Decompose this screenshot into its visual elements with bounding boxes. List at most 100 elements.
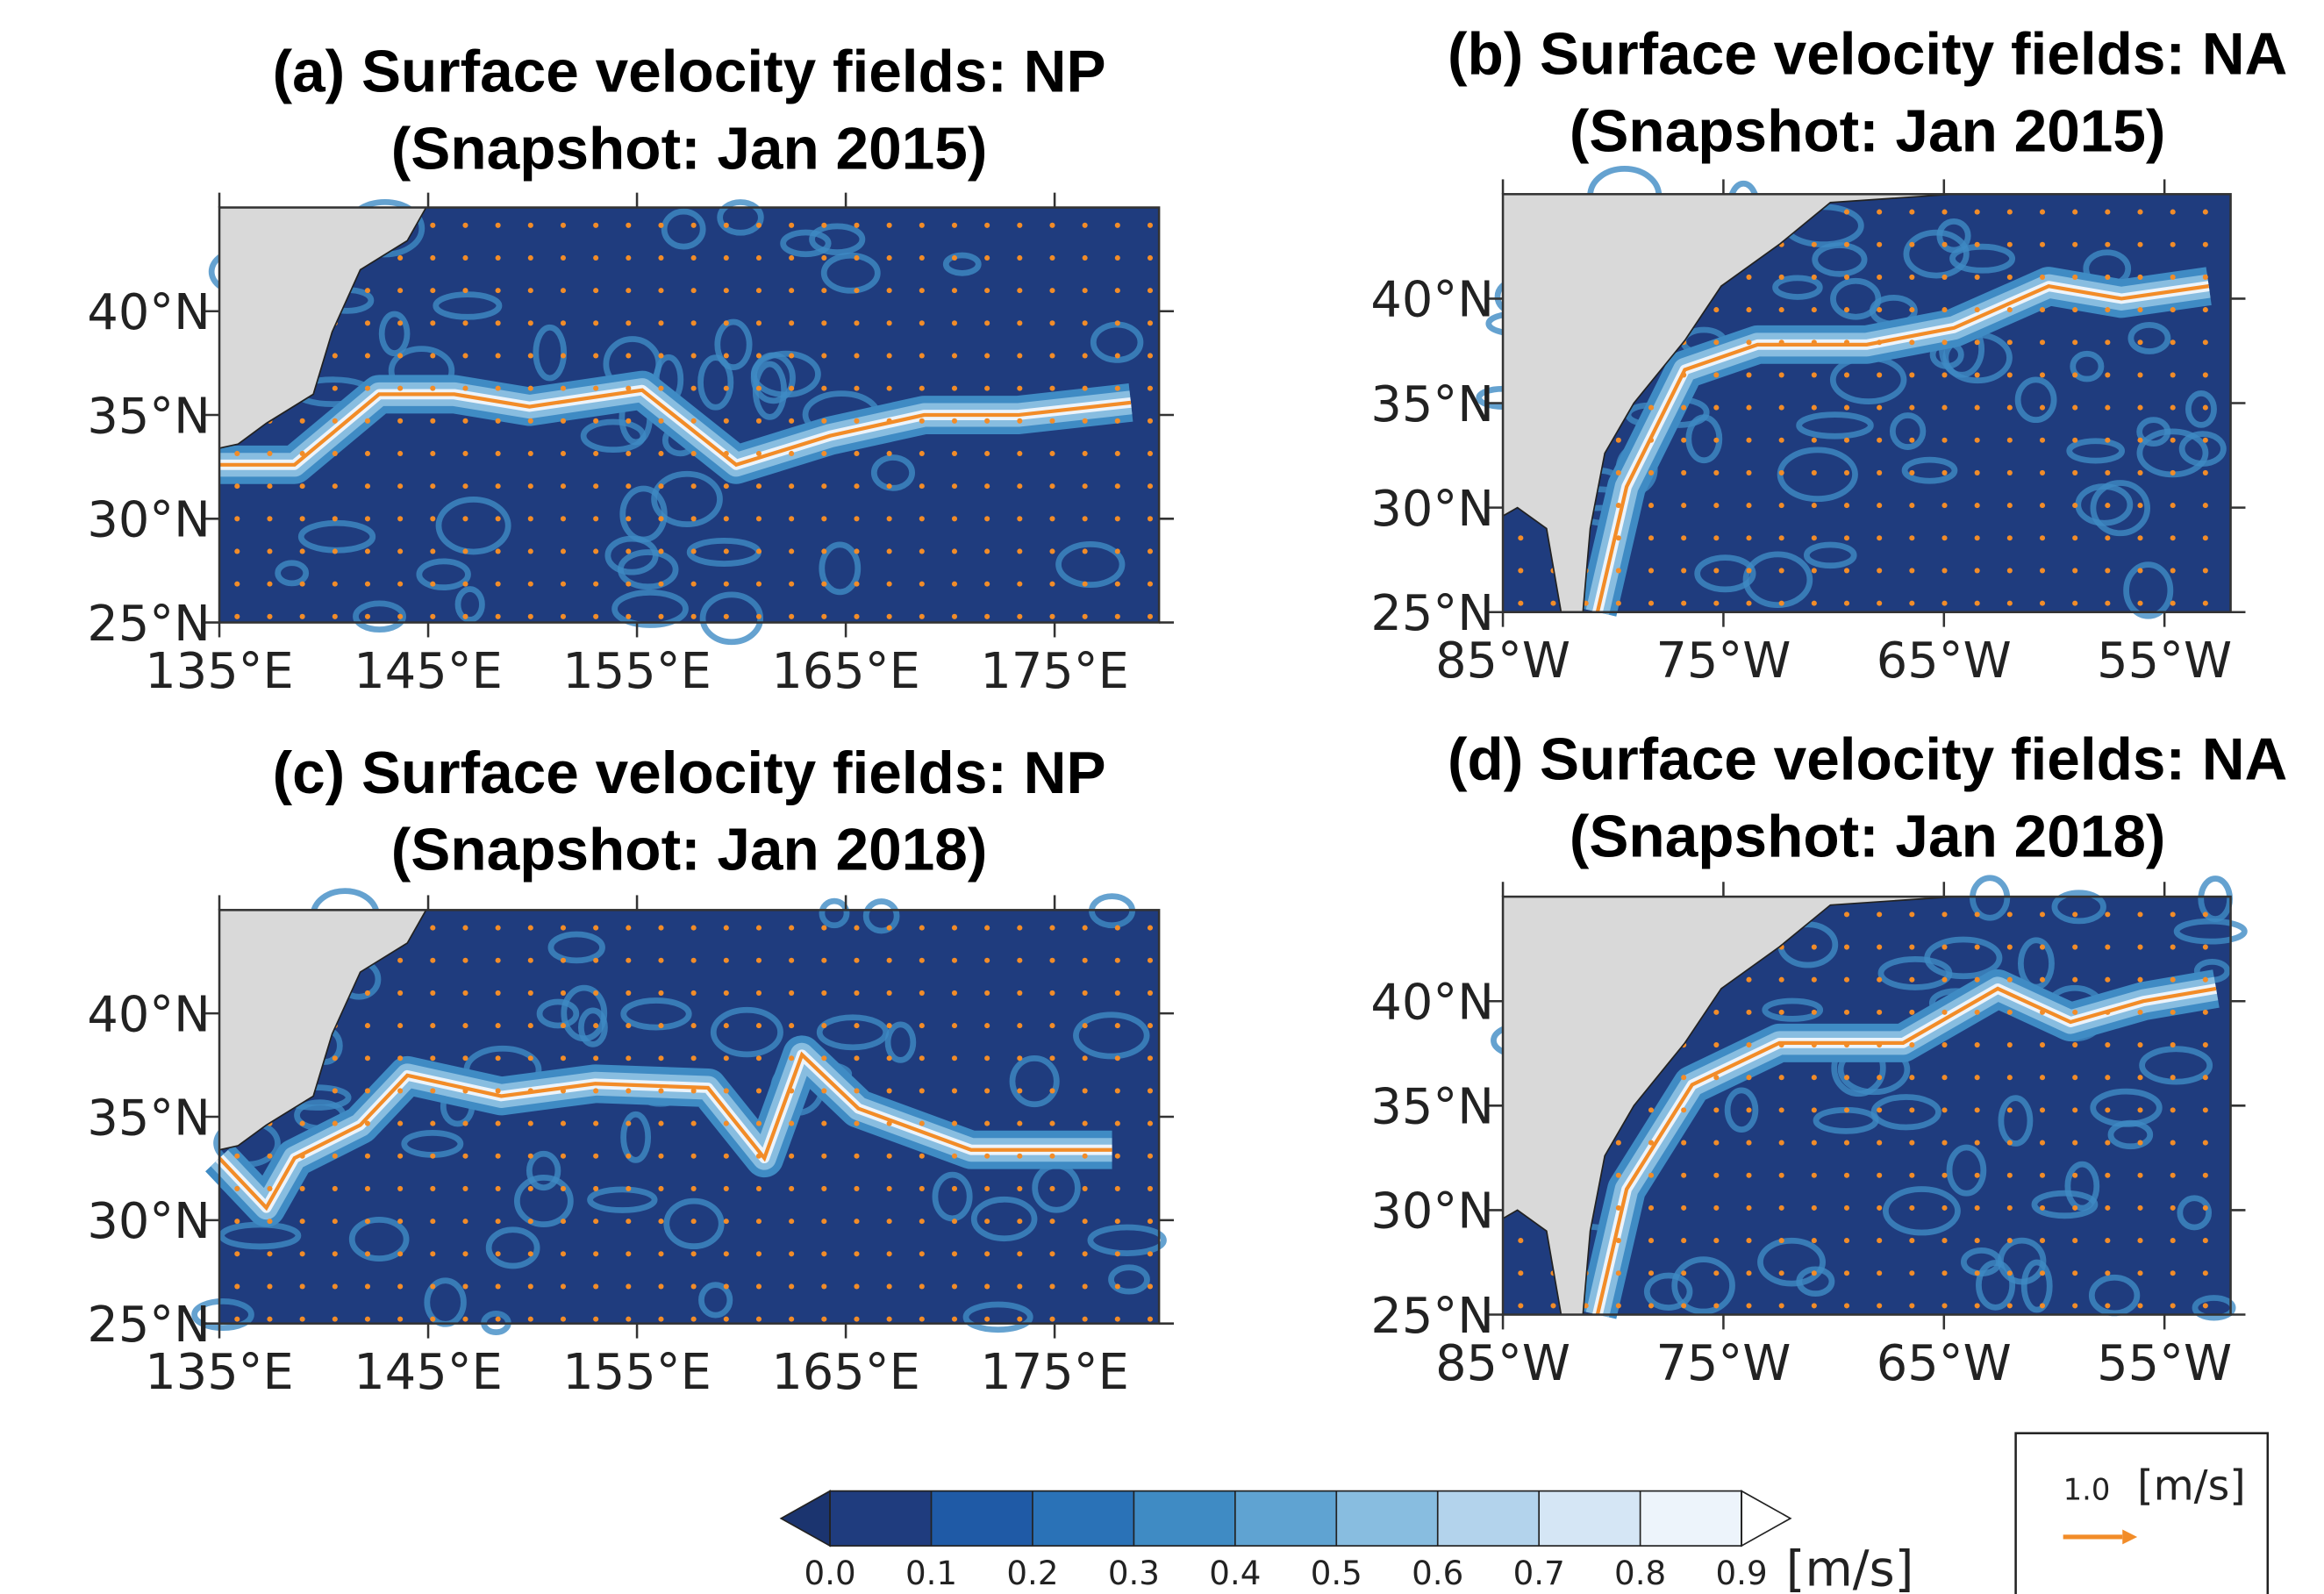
vector-dot [854, 1153, 860, 1159]
vector-dot [854, 254, 860, 261]
vector-dot [1811, 1270, 1817, 1276]
vector-dot [690, 1185, 697, 1191]
vector-dot [527, 1153, 533, 1159]
eddy [2185, 390, 2217, 428]
vector-dot [2039, 1238, 2046, 1244]
y-tick-label: 35°N [87, 388, 211, 445]
vector-dot [593, 581, 599, 587]
y-tick-label: 40°N [1370, 272, 1494, 329]
vector-dot [886, 254, 892, 261]
vector-dot [951, 1251, 958, 1257]
vector-dot [332, 483, 338, 490]
vector-dot [1147, 483, 1154, 490]
vector-dot [1746, 568, 1752, 574]
y-tick-label: 30°N [1370, 481, 1494, 538]
vector-dot [919, 320, 925, 326]
vector-dot [1518, 1303, 1524, 1309]
vector-dot [2137, 1107, 2143, 1113]
vector-dot [1713, 1140, 1720, 1146]
vector-dot [886, 516, 892, 522]
vector-dot [1974, 944, 1980, 950]
vector-dot [854, 613, 860, 619]
vector-dot [1746, 372, 1752, 378]
x-tick-label: 175°E [980, 643, 1129, 700]
vector-dot [1941, 911, 1948, 918]
vector-dot [462, 1055, 468, 1061]
vector-dot [755, 1055, 762, 1061]
vector-dot [1974, 340, 1980, 346]
vector-dot [1713, 600, 1720, 606]
vector-dot [1877, 535, 1883, 541]
vector-dot [2006, 274, 2013, 280]
vector-dot [1017, 1120, 1023, 1126]
vector-dot [854, 385, 860, 391]
vector-dot [430, 925, 436, 931]
vector-dot [1615, 469, 1621, 475]
vector-dot [1017, 925, 1023, 931]
vector-dot [723, 1283, 729, 1290]
vector-dot [854, 1219, 860, 1225]
panel-subtitle: (Snapshot: Jan 2018) [1570, 804, 2166, 869]
vector-dot [495, 1023, 501, 1029]
vector-dot [430, 548, 436, 554]
vector-dot [1974, 1107, 1980, 1113]
vector-dot [789, 483, 795, 490]
vector-dot [919, 581, 925, 587]
vector-dot [919, 288, 925, 294]
vector-dot [397, 1023, 404, 1029]
vector-dot [560, 1120, 567, 1126]
y-tick-label: 35°N [1370, 1079, 1494, 1136]
vector-dot [364, 385, 371, 391]
vector-dot [593, 288, 599, 294]
x-tick-label: 145°E [354, 1344, 503, 1401]
vector-dot [2170, 1303, 2176, 1309]
vector-dot [690, 320, 697, 326]
vector-dot [789, 548, 795, 554]
vector-dot [462, 1153, 468, 1159]
colorbar-segment [1640, 1490, 1742, 1547]
vector-dot [364, 613, 371, 619]
vector-dot [495, 1251, 501, 1257]
eddy [2070, 350, 2105, 382]
vector-dot [755, 957, 762, 963]
vector-dot [626, 1185, 632, 1191]
vector-dot [1147, 957, 1154, 963]
vector-dot [1017, 320, 1023, 326]
vector-dot [626, 1153, 632, 1159]
vector-dot [527, 516, 533, 522]
vector-dot [626, 1120, 632, 1126]
vector-dot [593, 925, 599, 931]
eddy [820, 252, 881, 294]
vector-dot [886, 385, 892, 391]
vector-dot [1114, 1088, 1120, 1094]
vector-dot [821, 320, 827, 326]
vector-dot [984, 1185, 990, 1191]
vector-dot [1114, 418, 1120, 424]
vector-dot [430, 1251, 436, 1257]
vector-dot [1147, 1023, 1154, 1029]
vector-dot [2105, 568, 2111, 574]
vector-dot [299, 1251, 305, 1257]
vector-dot [1615, 437, 1621, 443]
vector-dot [1877, 1009, 1883, 1015]
vector-dot [886, 1316, 892, 1322]
vector-dot [1909, 1270, 1915, 1276]
vector-dot [1778, 340, 1784, 346]
vector-dot [1778, 568, 1784, 574]
vector-dot [560, 320, 567, 326]
vector-dot [1746, 1042, 1752, 1048]
eddy [2123, 561, 2174, 619]
vector-dot [1648, 404, 1655, 411]
vector-dot [2039, 568, 2046, 574]
vector-dot [2039, 1009, 2046, 1015]
vector-dot [1778, 1042, 1784, 1048]
vector-dot [299, 418, 305, 424]
vector-dot [527, 1023, 533, 1029]
vector-dot [2072, 1238, 2078, 1244]
vector-dot [821, 353, 827, 359]
vector-dot [1877, 469, 1883, 475]
vector-dot [1049, 1283, 1055, 1290]
eddy [970, 1196, 1038, 1242]
eddy [454, 586, 485, 623]
vector-dot [560, 516, 567, 522]
